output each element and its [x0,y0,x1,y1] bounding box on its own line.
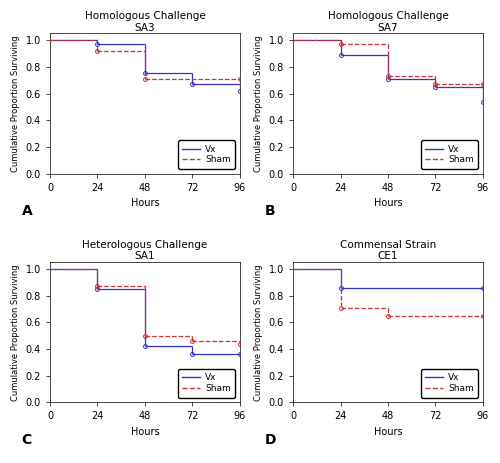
Legend: Vx, Sham: Vx, Sham [178,140,235,169]
Title: Homologous Challenge
SA7: Homologous Challenge SA7 [328,11,448,33]
Y-axis label: Cumulative Proportion Surviving: Cumulative Proportion Surviving [11,35,20,172]
Title: Commensal Strain
CE1: Commensal Strain CE1 [340,240,436,262]
X-axis label: Hours: Hours [374,427,402,437]
Text: C: C [22,433,32,447]
X-axis label: Hours: Hours [130,198,159,208]
Title: Homologous Challenge
SA3: Homologous Challenge SA3 [84,11,206,33]
Text: B: B [264,204,276,219]
Text: A: A [22,204,32,219]
Legend: Vx, Sham: Vx, Sham [421,369,478,398]
Title: Heterologous Challenge
SA1: Heterologous Challenge SA1 [82,240,208,262]
Y-axis label: Cumulative Proportion Surviving: Cumulative Proportion Surviving [254,264,263,400]
X-axis label: Hours: Hours [130,427,159,437]
Legend: Vx, Sham: Vx, Sham [178,369,235,398]
Legend: Vx, Sham: Vx, Sham [421,140,478,169]
Y-axis label: Cumulative Proportion Surviving: Cumulative Proportion Surviving [11,264,20,400]
Y-axis label: Cumulative Proportion Surviving: Cumulative Proportion Surviving [254,35,263,172]
X-axis label: Hours: Hours [374,198,402,208]
Text: D: D [264,433,276,447]
